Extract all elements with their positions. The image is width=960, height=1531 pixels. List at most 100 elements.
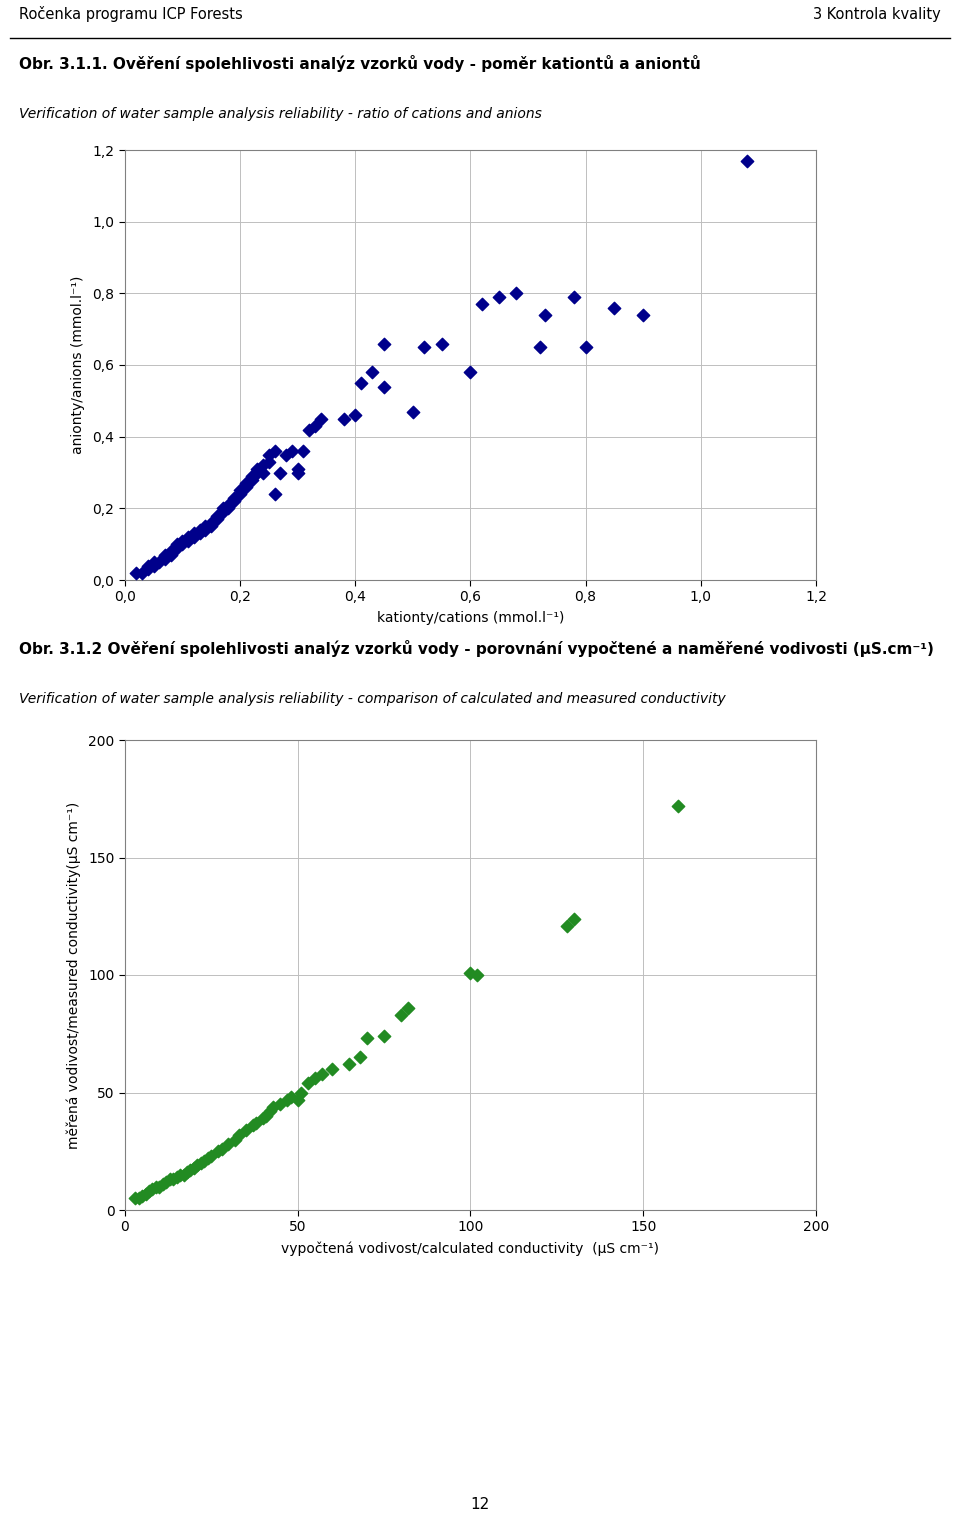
Point	[244, 464, 259, 488]
Point	[198, 517, 213, 542]
Point	[474, 292, 490, 317]
Point	[294, 1081, 309, 1105]
Point	[163, 539, 179, 563]
Point	[255, 461, 271, 485]
Text: Ročenka programu ICP Forests: Ročenka programu ICP Forests	[19, 6, 243, 21]
Point	[209, 507, 225, 531]
Point	[353, 371, 369, 395]
Point	[232, 478, 248, 502]
Point	[376, 1024, 392, 1049]
Point	[307, 1066, 323, 1090]
Point	[352, 1046, 368, 1070]
Point	[192, 521, 207, 545]
Point	[221, 1131, 236, 1156]
Point	[146, 553, 161, 577]
Point	[186, 1156, 202, 1180]
Point	[273, 1092, 288, 1116]
Point	[348, 403, 363, 427]
Point	[469, 963, 485, 987]
Y-axis label: měřená vodivost/measured conductivity(μS cm⁻¹): měřená vodivost/measured conductivity(μS…	[66, 801, 81, 1148]
Point	[261, 442, 276, 467]
Point	[209, 504, 225, 528]
Point	[134, 1183, 150, 1208]
Point	[173, 1162, 188, 1187]
Point	[180, 525, 196, 550]
Point	[566, 285, 582, 309]
Point	[394, 1003, 409, 1027]
Text: 12: 12	[470, 1497, 490, 1511]
Point	[492, 285, 507, 309]
Point	[267, 482, 282, 507]
Point	[255, 1105, 271, 1130]
Point	[417, 335, 432, 360]
Point	[463, 360, 478, 384]
Point	[301, 418, 317, 442]
Point	[262, 1099, 277, 1124]
Point	[290, 1087, 305, 1112]
Point	[204, 1144, 219, 1168]
Point	[290, 461, 305, 485]
Point	[259, 1104, 275, 1128]
Point	[342, 1052, 357, 1076]
Point	[231, 1122, 247, 1147]
Point	[238, 475, 253, 499]
X-axis label: kationty/cations (mmol.l⁻¹): kationty/cations (mmol.l⁻¹)	[376, 611, 564, 625]
Text: Verification of water sample analysis reliability - comparison of calculated and: Verification of water sample analysis re…	[19, 692, 726, 706]
Point	[186, 525, 202, 550]
Point	[244, 467, 259, 491]
Point	[636, 303, 651, 328]
Point	[152, 550, 167, 574]
Point	[180, 1160, 195, 1185]
Point	[739, 149, 755, 173]
Point	[232, 482, 248, 507]
Point	[279, 1087, 295, 1112]
Point	[193, 1151, 208, 1176]
Point	[214, 1136, 229, 1160]
Point	[405, 400, 420, 424]
Point	[578, 335, 593, 360]
Point	[245, 1113, 260, 1138]
Point	[145, 1177, 160, 1202]
Point	[250, 456, 265, 481]
Point	[200, 1147, 215, 1171]
Point	[359, 1026, 374, 1050]
Point	[376, 331, 392, 355]
Point	[376, 374, 392, 398]
Point	[128, 1187, 143, 1211]
Point	[313, 407, 328, 432]
Point	[532, 335, 547, 360]
Point	[273, 461, 288, 485]
Point	[400, 995, 416, 1020]
Point	[463, 960, 478, 984]
Y-axis label: anionty/anions (mmol.l⁻¹): anionty/anions (mmol.l⁻¹)	[71, 276, 85, 455]
Point	[169, 531, 184, 556]
Point	[221, 496, 236, 521]
Point	[261, 450, 276, 475]
Point	[158, 1170, 174, 1194]
Point	[175, 528, 190, 553]
Point	[146, 550, 161, 574]
Point	[169, 536, 184, 560]
Point	[538, 303, 553, 328]
Point	[215, 499, 230, 524]
Point	[198, 514, 213, 539]
Point	[162, 1167, 178, 1191]
Text: Verification of water sample analysis reliability - ratio of cations and anions: Verification of water sample analysis re…	[19, 107, 542, 121]
Point	[255, 453, 271, 478]
Text: 3 Kontrola kvality: 3 Kontrola kvality	[813, 6, 941, 21]
Point	[165, 1167, 180, 1191]
Point	[283, 1085, 299, 1110]
Point	[138, 1182, 154, 1206]
Point	[278, 442, 294, 467]
Point	[129, 560, 144, 585]
Point	[266, 1095, 281, 1119]
Point	[182, 1157, 198, 1182]
Point	[238, 472, 253, 496]
Point	[434, 331, 449, 355]
Point	[221, 493, 236, 517]
Point	[156, 1171, 171, 1196]
Point	[141, 1179, 156, 1203]
Point	[324, 1056, 340, 1081]
Point	[157, 547, 173, 571]
Point	[296, 439, 311, 464]
